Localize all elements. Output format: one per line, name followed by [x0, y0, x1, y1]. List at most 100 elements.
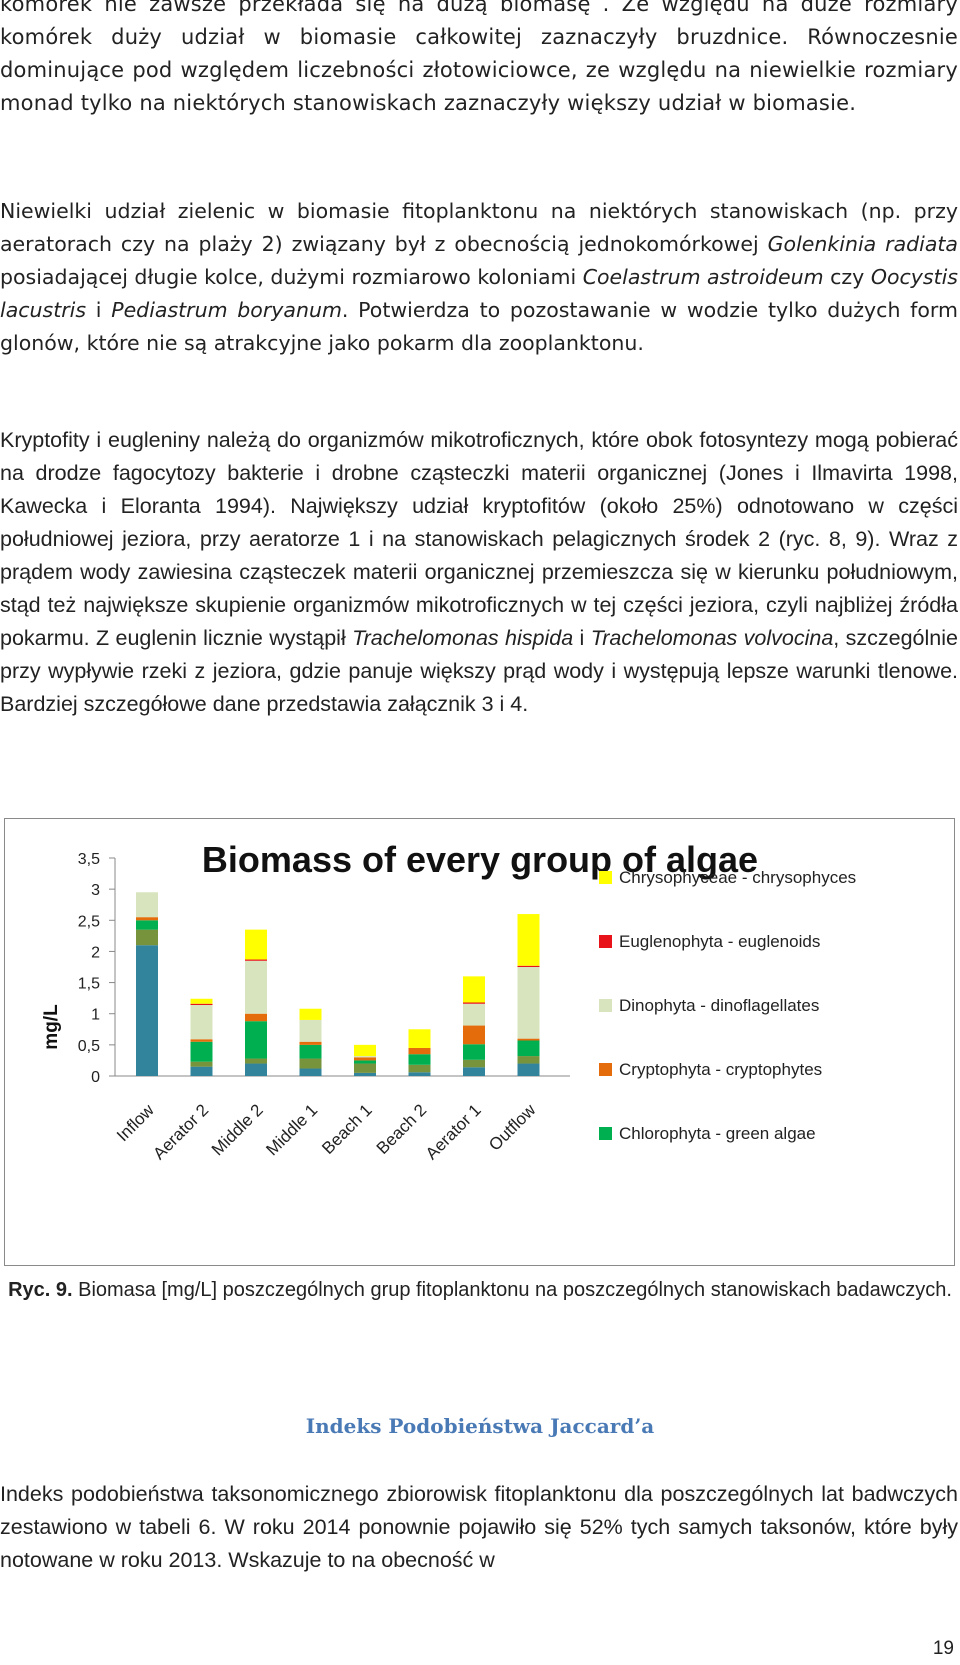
bar-segment [190, 1004, 213, 1040]
bar-segment [517, 967, 540, 1039]
text-run: czy [823, 265, 871, 289]
bar-segment [408, 1029, 431, 1048]
y-tick-label: 0 [91, 1069, 100, 1086]
y-tick-label: 1,5 [78, 976, 100, 993]
x-tick-label: Aerator 2 [149, 1100, 212, 1163]
bar-segment [299, 1068, 322, 1076]
bar-segment [190, 1061, 213, 1067]
y-tick-label: 3,5 [78, 851, 100, 868]
legend-swatch [599, 1127, 612, 1140]
bar-segment [463, 1044, 485, 1060]
bar-segment [463, 1003, 485, 1026]
figure-biomass-chart: Biomass of every group of algae mg/L 0 0,… [4, 818, 955, 1266]
caption-label: Ryc. 9. [8, 1279, 73, 1301]
paragraph-green-algae: Niewielki udział zielenic w biomasie fit… [0, 195, 958, 360]
x-tick-label: Beach 1 [318, 1100, 376, 1158]
bar-segment [408, 1047, 431, 1055]
x-tick-label: Outflow [485, 1100, 540, 1155]
bar-segment [245, 1021, 267, 1059]
legend-swatch [599, 999, 612, 1012]
paragraph-biomass-share: komórek nie zawsze przekłada się na dużą… [0, 0, 958, 115]
text-run: posiadającej długie kolce, dużymi rozmia… [0, 265, 583, 289]
legend-label: Chrysophyceae - chrysophyces [619, 868, 856, 887]
x-tick-label: Middle 2 [208, 1100, 267, 1159]
x-tick-label: Aerator 1 [422, 1100, 485, 1163]
y-tick-label: 1 [91, 1007, 100, 1024]
text-run: i [573, 626, 591, 650]
bar-segment [354, 1056, 376, 1058]
y-tick-label: 3 [91, 882, 100, 899]
species-name: Trachelomonas volvocina [590, 626, 834, 650]
bar-segment [190, 1041, 213, 1062]
bar-segment [517, 1038, 540, 1041]
species-name: Oocystis lacustris [0, 265, 958, 322]
legend-label: Cryptophyta - cryptophytes [619, 1060, 822, 1079]
bar-segment [299, 1008, 322, 1020]
bar-segment [245, 960, 267, 1014]
y-tick-label: 2,5 [78, 913, 100, 930]
y-tick-label: 2 [91, 944, 100, 961]
text-run: , szczególnie przy wypływie rzeki z jezi… [0, 626, 958, 716]
bar-segment [408, 1054, 431, 1065]
text-run: Kryptofity i eugleniny należą do organiz… [0, 428, 958, 650]
bar-segment [136, 892, 158, 918]
species-name: Coelastrum astroideum [582, 265, 824, 289]
bar-segment [408, 1072, 431, 1076]
bar-segment [245, 929, 267, 960]
caption-text: Biomasa [mg/L] poszczególnych grup fitop… [72, 1279, 952, 1301]
bar-segment [190, 998, 213, 1004]
species-name: Golenkinia radiata [767, 232, 958, 256]
bar-segment [463, 1002, 485, 1004]
bar-segment [354, 1057, 376, 1061]
x-tick-label: Middle 1 [262, 1100, 321, 1159]
page-number: 19 [932, 1638, 954, 1659]
species-name: Pediastrum boryanum [111, 298, 342, 322]
bar-segment [463, 976, 485, 1003]
bar-segment [299, 1019, 322, 1042]
bar-segment [190, 1003, 213, 1005]
bar-segment [517, 1063, 540, 1076]
section-heading: Indeks Podobieństwa Jaccard’a [305, 1414, 655, 1438]
bar-segment [299, 1058, 322, 1069]
y-tick-label: 0,5 [78, 1038, 100, 1055]
bar-segment [190, 1066, 213, 1076]
figure-caption: Ryc. 9. Biomasa [mg/L] poszczególnych gr… [0, 1272, 960, 1308]
bar-segment [245, 959, 267, 961]
legend-swatch [599, 935, 612, 948]
bar-segment [517, 965, 540, 967]
text-run: Niewielki udział zielenic w biomasie fit… [0, 199, 958, 256]
bar-segment [245, 1063, 267, 1076]
text-run: . Potwierdza to pozostawanie w wodzie ty… [0, 298, 958, 355]
bar-segment [517, 1056, 540, 1064]
bar-segment [408, 1064, 431, 1073]
legend-label: Chlorophyta - green algae [619, 1124, 816, 1143]
bar-segment [136, 945, 158, 1076]
bar-segment [517, 914, 540, 966]
legend-label: Dinophyta - dinoflagellates [619, 996, 819, 1015]
bar-segment [354, 1063, 376, 1073]
bar-segment [299, 1044, 322, 1059]
paragraph-cryptophytes: Kryptofity i eugleniny należą do organiz… [0, 424, 958, 721]
y-axis-label: mg/L [41, 1004, 62, 1050]
paragraph-jaccard: Indeks podobieństwa taksonomicznego zbio… [0, 1482, 958, 1572]
bar-segment [190, 1039, 213, 1042]
bar-segment [245, 1013, 267, 1022]
bar-segment [136, 917, 158, 921]
legend-swatch [599, 1063, 612, 1076]
chart-title: Biomass of every group of algae [202, 839, 758, 880]
bar-segment [354, 1044, 376, 1057]
x-tick-label: Inflow [113, 1100, 158, 1145]
bar-segment [463, 1025, 485, 1045]
legend-label: Euglenophyta - euglenoids [619, 932, 820, 951]
bar-segment [245, 1058, 267, 1064]
text-run: i [86, 298, 112, 322]
bar-segment [136, 920, 158, 930]
bar-segment [354, 1060, 376, 1064]
bar-segment [299, 1041, 322, 1045]
species-name: Trachelomonas hispida [352, 626, 574, 650]
bar-segment [463, 1059, 485, 1068]
bar-segment [463, 1067, 485, 1076]
bar-segment [517, 1040, 540, 1057]
biomass-chart: Biomass of every group of algae mg/L 0 0,… [41, 839, 856, 1163]
bar-segment [354, 1072, 376, 1076]
